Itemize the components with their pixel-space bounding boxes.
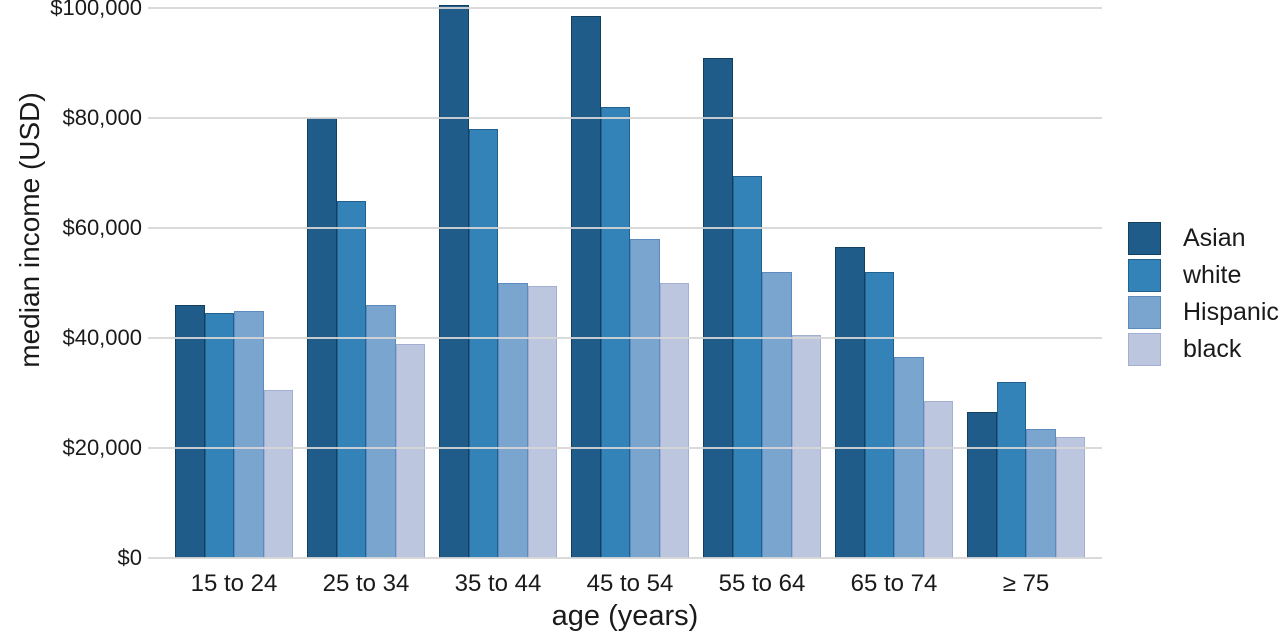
bar-group-15-to-24 (175, 8, 293, 558)
legend-label-asian: Asian (1183, 224, 1246, 252)
legend-swatch-asian (1128, 222, 1161, 255)
bar-black (1055, 437, 1085, 558)
y-tick-label: $80,000 (62, 105, 142, 130)
x-tick-label: 65 to 74 (850, 570, 938, 597)
legend-swatch-hispanic (1128, 296, 1161, 329)
bar-black (395, 343, 425, 558)
bar-asian (175, 305, 205, 558)
bar-white (204, 313, 234, 558)
legend-item-white: white (1128, 259, 1279, 292)
x-tick-label: ≥ 75 (1002, 570, 1050, 597)
bar-white (468, 129, 498, 558)
bar-asian (571, 16, 601, 558)
bar-white (996, 382, 1026, 558)
bar-group-55-to-64 (703, 8, 821, 558)
x-tick-label: 15 to 24 (190, 570, 278, 597)
legend-swatch-black (1128, 333, 1161, 366)
legend: Asian white Hispanic black (1128, 222, 1279, 366)
bar-black (263, 390, 293, 558)
legend-item-black: black (1128, 333, 1279, 366)
bars-layer (148, 5, 1102, 558)
y-tick-label: $20,000 (62, 435, 142, 460)
legend-item-hispanic: Hispanic (1128, 296, 1279, 329)
bar-black (659, 283, 689, 558)
y-tick-label: $40,000 (62, 325, 142, 350)
bar-group-≥-75 (967, 8, 1085, 558)
bar-hispanic (894, 357, 924, 558)
bar-group-35-to-44 (439, 5, 557, 558)
legend-item-asian: Asian (1128, 222, 1279, 255)
x-tick-label: 45 to 54 (586, 570, 674, 597)
bar-asian (835, 247, 865, 558)
bar-group-45-to-54 (571, 8, 689, 558)
x-axis-title: age (years) (551, 600, 699, 632)
y-tick-label: $0 (117, 545, 142, 570)
bar-group-25-to-34 (307, 8, 425, 558)
bar-hispanic (762, 272, 792, 558)
bar-white (864, 272, 894, 558)
y-tick-label: $60,000 (62, 215, 142, 240)
bar-hispanic (366, 305, 396, 558)
bar-group-65-to-74 (835, 8, 953, 558)
bar-hispanic (630, 239, 660, 558)
bar-white (732, 175, 762, 558)
y-tick-label: $100,000 (50, 0, 142, 20)
bar-asian (439, 5, 469, 558)
legend-swatch-white (1128, 259, 1161, 292)
bar-asian (967, 412, 997, 558)
bar-asian (703, 57, 733, 558)
bar-white (336, 200, 366, 558)
bar-hispanic (1026, 428, 1056, 558)
x-tick-label: 55 to 64 (718, 570, 806, 597)
bar-white (600, 107, 630, 558)
bar-black (791, 335, 821, 558)
bar-black (527, 285, 557, 558)
bar-hispanic (498, 283, 528, 558)
plot-area (148, 5, 1102, 559)
bar-black (923, 401, 953, 558)
x-tick-label: 35 to 44 (454, 570, 542, 597)
legend-label-hispanic: Hispanic (1183, 298, 1279, 326)
bar-hispanic (234, 310, 264, 558)
bar-asian (307, 118, 337, 558)
legend-label-black: black (1183, 335, 1242, 363)
legend-label-white: white (1183, 261, 1242, 289)
x-tick-label: 25 to 34 (322, 570, 410, 597)
